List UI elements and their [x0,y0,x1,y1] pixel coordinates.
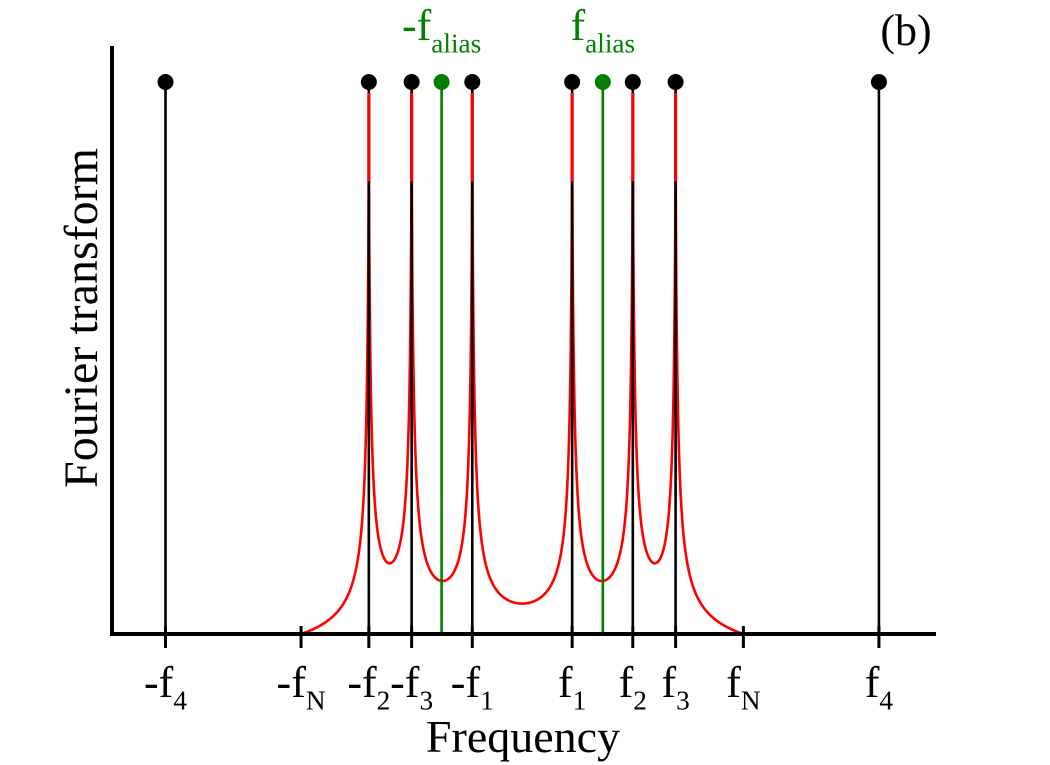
y-axis-title: Fourier transform [55,148,108,488]
x-tick-label-7: f3 [661,658,689,715]
x-tick-label-0: -f4 [144,658,187,715]
x-ticks: -f4 -fN -f2 -f3 -f1 f1 f2 f3 fN f4 [144,626,893,715]
alias-label-1: falias [571,1,636,58]
spike-marker-0-0 [157,74,174,90]
spectrum-curve-0 [300,157,744,636]
spike-marker-0-5 [624,74,641,90]
spike-marker-1-0 [433,74,450,90]
x-tick-label-3: -f3 [390,658,433,715]
axes [110,46,936,636]
spike-marker-0-6 [667,74,684,90]
spike-marker-0-3 [464,74,481,90]
x-axis-title: Frequency [426,711,620,762]
alias-label-0: -falias [402,1,481,58]
x-tick-label-5: f1 [558,658,586,715]
alias-labels: -falias falias [402,1,635,58]
spike-marker-0-2 [403,74,420,90]
x-tick-label-2: -f2 [347,658,390,715]
panel-label: (b) [880,6,931,55]
x-tick-label-9: f4 [865,658,894,715]
spike-marker-1-1 [594,74,611,90]
spike-marker-0-4 [564,74,581,90]
spike-marker-0-1 [360,74,377,90]
x-tick-label-4: -f1 [451,658,494,715]
x-tick-label-8: fN [726,658,761,715]
plot-area [157,74,887,636]
x-tick-label-6: f2 [619,658,647,715]
x-tick-label-1: -fN [277,658,326,715]
spike-marker-0-7 [870,74,887,90]
